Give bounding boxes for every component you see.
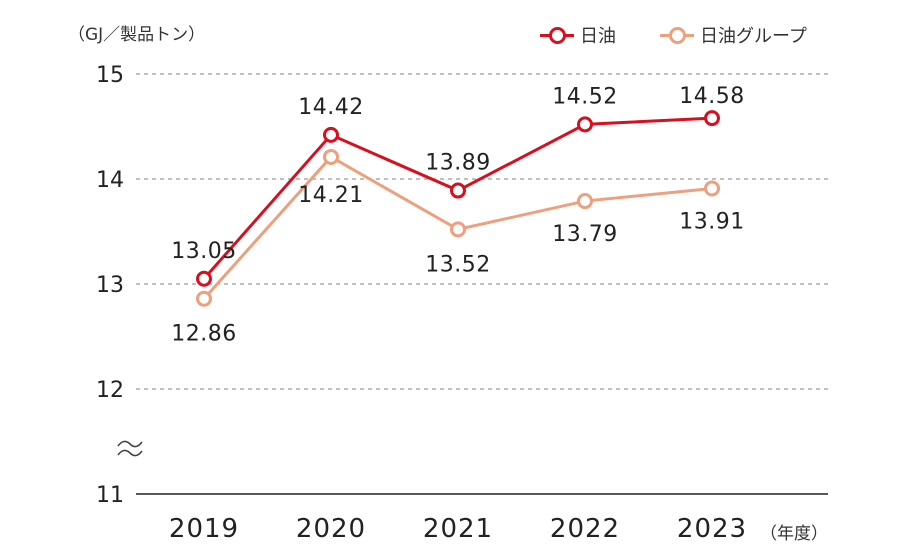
y-tick-label: 12 bbox=[96, 378, 124, 403]
y-tick-label: 11 bbox=[96, 483, 124, 508]
data-point bbox=[704, 180, 720, 197]
data-label: 13.52 bbox=[425, 252, 490, 277]
legend-item-group: 日油グループ bbox=[660, 22, 807, 48]
data-labels: 12.86 14.21 13.52 13.79 13.91 13.05 14.42 13.89… bbox=[171, 84, 744, 347]
data-label: 14.58 bbox=[679, 84, 744, 109]
y-tick-label: 13 bbox=[96, 273, 124, 298]
legend-swatch-nof bbox=[540, 27, 574, 44]
data-point bbox=[450, 221, 466, 238]
data-point bbox=[323, 126, 339, 143]
data-label: 14.42 bbox=[298, 95, 363, 120]
legend-item-nof: 日油 bbox=[540, 22, 616, 48]
data-label: 13.05 bbox=[171, 239, 236, 264]
data-label: 13.79 bbox=[552, 222, 617, 247]
x-axis-unit-label: （年度） bbox=[760, 524, 828, 544]
gridlines bbox=[136, 73, 828, 390]
x-tick-label: 2023 bbox=[677, 514, 747, 544]
data-point bbox=[323, 148, 339, 165]
y-axis-unit-label: （GJ／製品トン） bbox=[68, 25, 206, 45]
data-label: 12.86 bbox=[171, 322, 236, 347]
x-tick-label: 2021 bbox=[423, 514, 493, 544]
data-label: 14.21 bbox=[298, 183, 363, 208]
legend-swatch-group bbox=[660, 27, 694, 44]
legend-label-nof: 日油 bbox=[580, 26, 616, 47]
series-layer bbox=[196, 110, 720, 307]
y-tick-label: 14 bbox=[96, 168, 124, 193]
data-point bbox=[704, 110, 720, 127]
data-point bbox=[577, 116, 593, 133]
data-point bbox=[196, 270, 212, 287]
y-axis-ticks: 15 14 13 12 11 bbox=[96, 63, 124, 508]
y-tick-label: 15 bbox=[96, 63, 124, 88]
data-point bbox=[196, 290, 212, 307]
x-tick-label: 2022 bbox=[550, 514, 620, 544]
x-tick-label: 2019 bbox=[169, 514, 239, 544]
x-axis-ticks: 2019 2020 2021 2022 2023 bbox=[169, 514, 747, 544]
x-tick-label: 2020 bbox=[296, 514, 366, 544]
data-label: 14.52 bbox=[552, 84, 617, 109]
data-label: 13.91 bbox=[679, 209, 744, 234]
data-point bbox=[450, 182, 466, 199]
data-point bbox=[577, 193, 593, 210]
data-label: 13.89 bbox=[425, 151, 490, 176]
legend-label-group: 日油グループ bbox=[700, 26, 807, 47]
axis-break-icon bbox=[117, 440, 143, 457]
